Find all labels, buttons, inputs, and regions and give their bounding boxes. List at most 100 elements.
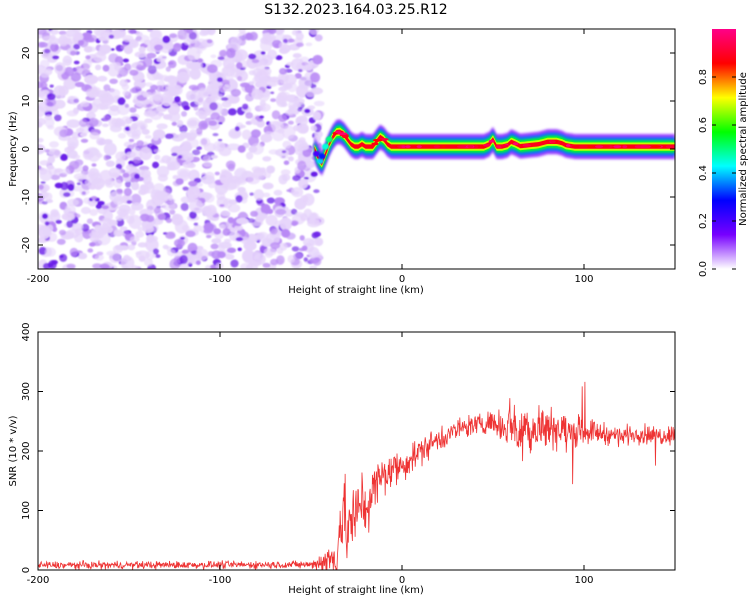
noise-blob (261, 54, 273, 67)
noise-blob (132, 98, 140, 104)
noise-blob (38, 105, 46, 118)
noise-blob (101, 265, 113, 269)
signal-peak (566, 144, 571, 147)
noise-blob (183, 152, 194, 162)
noise-blob (279, 75, 289, 84)
noise-blob (292, 175, 301, 182)
noise-blob (129, 69, 139, 76)
noise-blob (308, 246, 320, 259)
noise-blob (79, 132, 88, 137)
noise-blob (50, 29, 59, 35)
noise-blob (214, 171, 220, 176)
noise-blob (298, 143, 310, 151)
noise-blob (49, 141, 59, 148)
noise-blob (72, 185, 83, 192)
noise-blob (113, 29, 126, 39)
noise-blob (102, 217, 111, 222)
spectrogram-y-axis-label: Frequency (Hz) (8, 111, 19, 187)
noise-blob (219, 49, 227, 57)
noise-blob (156, 165, 170, 178)
noise-blob (147, 65, 157, 75)
noise-blob (260, 203, 271, 215)
noise-blob (40, 181, 46, 184)
noise-blob (220, 211, 231, 217)
noise-blob (98, 219, 105, 224)
noise-blob (109, 252, 121, 264)
noise-blob (79, 118, 88, 128)
noise-blob (205, 204, 217, 216)
noise-blob (61, 71, 69, 80)
noise-blob (186, 29, 193, 34)
noise-blob (270, 242, 281, 250)
x-tick-label: 0 (399, 274, 405, 285)
noise-blob (305, 89, 316, 98)
noise-blob (59, 129, 69, 138)
noise-blob (175, 178, 184, 185)
noise-blob (308, 29, 320, 35)
noise-blob (206, 82, 220, 96)
noise-blob (219, 224, 227, 230)
noise-blob (250, 143, 264, 155)
noise-blob (310, 125, 317, 132)
noise-blob (234, 126, 240, 132)
noise-blob (82, 59, 92, 69)
noise-blob (306, 160, 316, 169)
noise-blob (237, 145, 246, 153)
noise-blob (120, 256, 135, 269)
noise-blob (142, 224, 154, 234)
noise-blob (235, 237, 244, 242)
snr-series-line (38, 381, 675, 570)
signal-peak (433, 145, 441, 149)
noise-blob (299, 56, 310, 63)
noise-blob (274, 33, 288, 41)
noise-blob (137, 226, 145, 232)
noise-blob (50, 43, 59, 52)
noise-blob (307, 105, 316, 110)
noise-blob (131, 129, 142, 137)
noise-blob (145, 215, 155, 223)
noise-blob (300, 195, 309, 204)
noise-blob (156, 123, 168, 130)
signal-peak (550, 140, 556, 144)
noise-blob (95, 64, 102, 71)
noise-blob (122, 58, 129, 63)
noise-blob (83, 46, 93, 53)
noise-blob (122, 35, 134, 43)
noise-blob (298, 178, 309, 189)
noise-blob (196, 62, 203, 69)
noise-blob (41, 201, 48, 205)
noise-blob (182, 161, 194, 169)
noise-blob (177, 67, 192, 81)
noise-blob (113, 179, 123, 189)
noise-blob (221, 101, 232, 108)
signal-peak (651, 145, 662, 149)
noise-blob (69, 142, 77, 148)
noise-blob (123, 187, 132, 197)
noise-blob (95, 185, 102, 191)
noise-blob (88, 167, 100, 180)
noise-blob (298, 76, 312, 90)
signal-onset-blob (313, 150, 320, 157)
noise-blob (281, 150, 287, 154)
noise-blob (260, 51, 266, 55)
noise-blob (66, 110, 78, 117)
noise-blob (98, 36, 106, 41)
noise-blob (114, 120, 123, 128)
noise-blob (165, 217, 172, 223)
noise-blob (102, 64, 110, 72)
noise-blob (157, 174, 168, 182)
noise-blob (301, 62, 309, 66)
signal-peak (467, 145, 474, 149)
noise-blob (96, 103, 106, 110)
noise-blob (131, 202, 144, 211)
noise-blob (130, 39, 138, 48)
noise-blob (88, 184, 97, 190)
noise-blob (89, 242, 96, 247)
noise-blob (299, 235, 305, 241)
noise-blob (313, 189, 320, 194)
signal-onset-blob (322, 143, 330, 150)
signal-peak (601, 145, 610, 149)
noise-blob (127, 29, 137, 35)
noise-blob (293, 252, 303, 260)
noise-blob (128, 208, 136, 216)
